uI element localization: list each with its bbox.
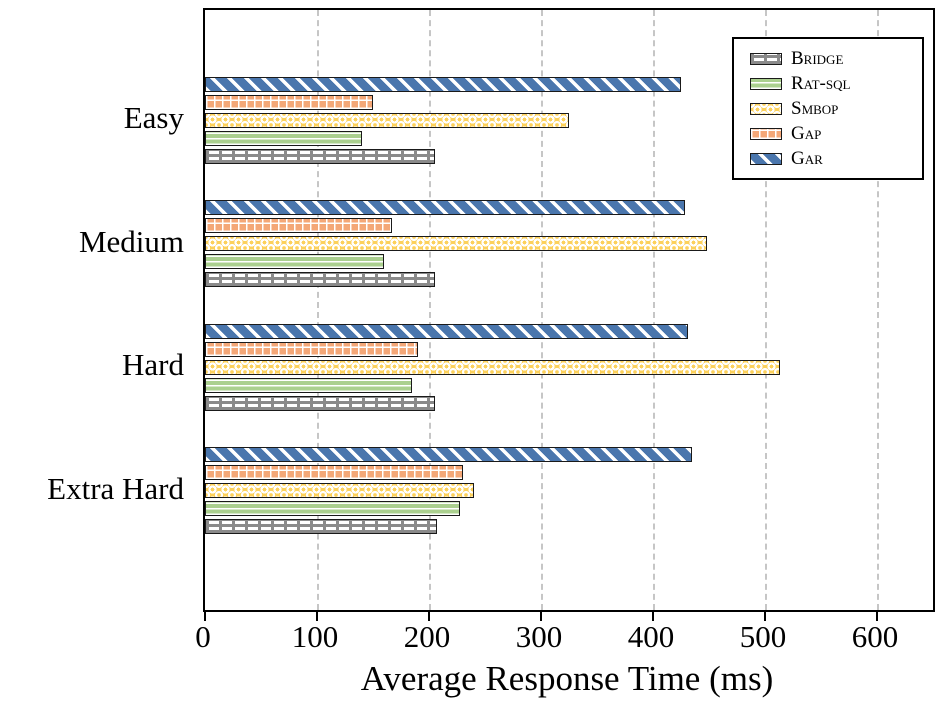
x-tick-mark-400 bbox=[652, 612, 654, 621]
gridline-x-500 bbox=[765, 10, 767, 610]
x-tick-mark-600 bbox=[876, 612, 878, 621]
x-tick-label-300: 300 bbox=[515, 619, 563, 654]
legend: Bridge Rat-sql Smbop Gap Gar bbox=[732, 37, 924, 180]
bar-bridge-hard bbox=[205, 395, 435, 411]
bar-smbop-hard bbox=[205, 359, 780, 375]
x-tick-label-500: 500 bbox=[739, 619, 787, 654]
legend-swatch-gap bbox=[750, 127, 782, 140]
legend-label-bridge: Bridge bbox=[791, 47, 844, 69]
legend-swatch-ratsql bbox=[750, 77, 782, 90]
x-tick-label-400: 400 bbox=[627, 619, 675, 654]
bar-gar-extra-hard bbox=[205, 447, 693, 462]
legend-label-gap: Gap bbox=[791, 122, 822, 144]
bar-ratsql-extra-hard bbox=[205, 501, 461, 516]
legend-swatch-bridge bbox=[750, 52, 782, 65]
bar-gap-extra-hard bbox=[205, 465, 463, 480]
bar-gap-easy bbox=[205, 94, 373, 110]
x-tick-mark-200 bbox=[428, 612, 430, 621]
category-label-easy: Easy bbox=[123, 100, 184, 135]
x-tick-label-0: 0 bbox=[195, 619, 211, 654]
gridline-x-300 bbox=[541, 10, 543, 610]
category-label-extra-hard: Extra Hard bbox=[47, 470, 184, 506]
bar-bridge-extra-hard bbox=[205, 519, 437, 534]
x-tick-label-100: 100 bbox=[291, 619, 339, 654]
x-tick-label-200: 200 bbox=[403, 619, 451, 654]
legend-items: Bridge Rat-sql Smbop Gap Gar bbox=[734, 46, 922, 171]
bar-gap-medium bbox=[205, 218, 393, 233]
legend-item-gap: Gap bbox=[734, 121, 922, 146]
bar-smbop-extra-hard bbox=[205, 483, 474, 498]
x-axis-title: Average Response Time (ms) bbox=[360, 659, 774, 698]
x-tick-label-600: 600 bbox=[851, 619, 899, 654]
gridline-x-200 bbox=[429, 10, 431, 610]
bar-gap-hard bbox=[205, 341, 418, 357]
bar-gar-easy bbox=[205, 76, 681, 92]
bar-gar-hard bbox=[205, 323, 688, 339]
legend-label-ratsql: Rat-sql bbox=[791, 72, 851, 94]
bar-bridge-medium bbox=[205, 272, 435, 287]
bar-bridge-easy bbox=[205, 148, 435, 164]
bar-ratsql-hard bbox=[205, 377, 413, 393]
bar-ratsql-medium bbox=[205, 254, 385, 269]
legend-item-smbop: Smbop bbox=[734, 96, 922, 121]
x-tick-mark-500 bbox=[764, 612, 766, 621]
legend-swatch-gar bbox=[750, 152, 782, 165]
legend-label-gar: Gar bbox=[791, 147, 823, 169]
category-label-hard: Hard bbox=[122, 347, 184, 382]
bar-smbop-medium bbox=[205, 236, 707, 251]
bar-ratsql-easy bbox=[205, 130, 362, 146]
legend-label-smbop: Smbop bbox=[791, 97, 839, 119]
bar-smbop-easy bbox=[205, 112, 569, 128]
gridline-x-400 bbox=[653, 10, 655, 610]
y-axis-category-labels: Easy Medium Hard Extra Hard bbox=[0, 0, 190, 705]
legend-item-gar: Gar bbox=[734, 146, 922, 171]
legend-swatch-smbop bbox=[750, 102, 782, 115]
legend-item-ratsql: Rat-sql bbox=[734, 71, 922, 96]
gridline-x-100 bbox=[317, 10, 319, 610]
x-tick-mark-100 bbox=[316, 612, 318, 621]
x-axis-tick-labels: 0 100 200 300 400 500 600 bbox=[195, 618, 931, 658]
plot-area: Bridge Rat-sql Smbop Gap Gar bbox=[203, 8, 935, 621]
gridline-x-600 bbox=[877, 10, 879, 610]
bar-gar-medium bbox=[205, 200, 686, 215]
category-label-medium: Medium bbox=[78, 223, 184, 259]
legend-item-bridge: Bridge bbox=[734, 46, 922, 71]
x-tick-mark-300 bbox=[540, 612, 542, 621]
x-tick-mark-0 bbox=[204, 612, 206, 621]
